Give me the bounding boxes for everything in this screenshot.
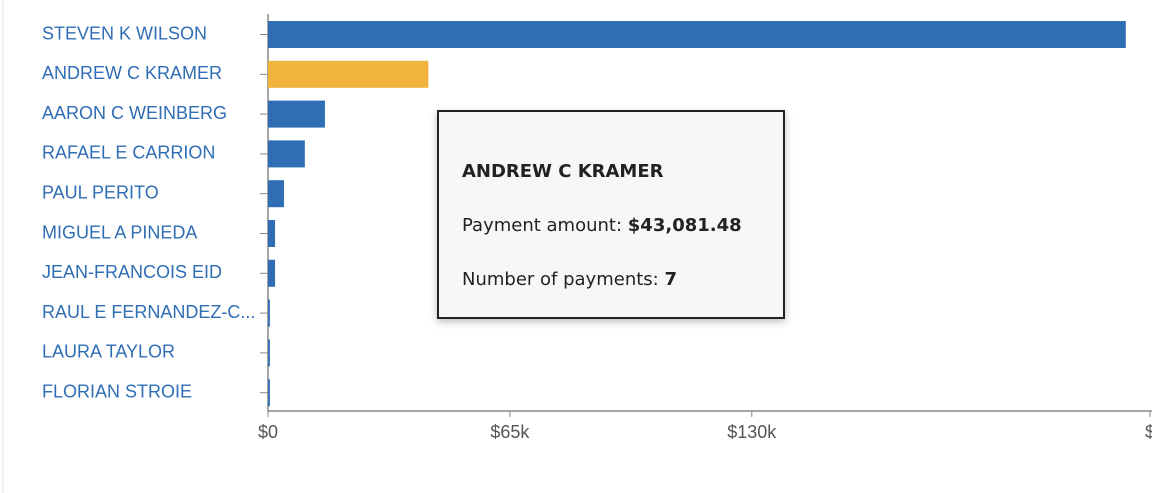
bar: [268, 299, 270, 327]
y-tick-label: AARON C WEINBERG: [42, 103, 227, 123]
x-tick-label: $130k: [727, 422, 777, 442]
bar: [268, 220, 276, 247]
bar: [268, 339, 270, 367]
x-tick-label: $65k: [490, 422, 530, 442]
bar: [268, 140, 305, 168]
plot: $0 $65k $130k $ STEVEN K WILSON ANDREW C KRAM…: [42, 14, 1152, 442]
bar: [268, 60, 429, 88]
y-tick-label: RAUL E FERNANDEZ-C...: [42, 302, 255, 322]
tooltip-amount-label: Payment amount:: [462, 215, 622, 236]
tooltip: ANDREW C KRAMER Payment amount: $43,081.…: [437, 110, 785, 319]
x-tick-label: $: [1145, 422, 1152, 442]
y-tick-label: PAUL PERITO: [42, 182, 159, 202]
bar: [268, 180, 285, 208]
bar: [268, 100, 325, 128]
y-tick-label: MIGUEL A PINEDA: [42, 222, 197, 242]
bar: [268, 259, 276, 287]
tooltip-amount: Payment amount: $43,081.48: [462, 215, 742, 236]
tooltip-title: ANDREW C KRAMER: [462, 161, 664, 182]
y-tick-label: RAFAEL E CARRION: [42, 143, 215, 163]
y-tick-label: STEVEN K WILSON: [42, 23, 207, 43]
bar: [268, 379, 270, 407]
bar: [268, 21, 1126, 48]
tooltip-count-label: Number of payments:: [462, 269, 659, 290]
y-tick-label: FLORIAN STROIE: [42, 381, 192, 401]
x-tick-label: $0: [258, 422, 278, 442]
tooltip-amount-value: $43,081.48: [628, 215, 742, 236]
tooltip-count-value: 7: [664, 269, 677, 290]
tooltip-count: Number of payments: 7: [462, 269, 677, 290]
y-tick-label: ANDREW C KRAMER: [42, 63, 222, 83]
y-tick-label: JEAN-FRANCOIS EID: [42, 262, 222, 282]
tooltip-box: [437, 110, 785, 319]
y-tick-label: LAURA TAYLOR: [42, 342, 175, 362]
